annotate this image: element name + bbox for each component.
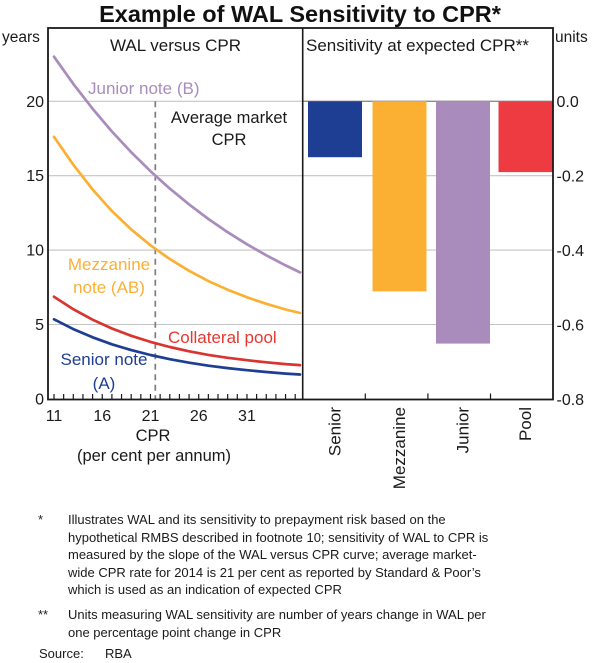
average-market-cpr-line2: CPR — [211, 131, 247, 149]
junior-note-series-label: Junior note (B) — [88, 79, 200, 98]
footnote-1-text: Illustrates WAL and its sensitivity to p… — [68, 512, 489, 598]
bar-mezzanine — [372, 101, 427, 292]
mezzanine-note-series-label: Mezzanine note (AB) — [52, 253, 166, 299]
footnote-1-marker: * — [38, 512, 44, 527]
mezzanine-label-line2: note (AB) — [73, 278, 145, 297]
bar-category-label-mezzanine: Mezzanine — [390, 407, 409, 489]
left-y-tick-label: 20 — [26, 94, 44, 111]
x-tick-label: 11 — [46, 408, 63, 425]
bar-category-label-pool: Pool — [516, 407, 535, 441]
bar-category-label-junior: Junior — [454, 407, 473, 454]
footnote-2-marker: ** — [38, 607, 49, 622]
mezzanine-label-line1: Mezzanine — [67, 255, 151, 274]
chart-canvas: 11 16 21 26 31 0 5 10 15 20 0.0 -0.2 -0.4 -0.6 -0.8 Sen… — [26, 27, 585, 489]
right-y-tick-label: -0.8 — [557, 392, 585, 409]
bar-category-label-senior: Senior — [326, 407, 345, 456]
x-axis-unit-label: (per cent per annum) — [76, 447, 232, 465]
series-line-senior-note-a — [52, 317, 302, 376]
average-market-cpr-line1: Average market — [170, 109, 288, 127]
left-y-tick-label: 0 — [35, 391, 44, 408]
series-line-collateral-pool — [52, 295, 302, 367]
source-label: Source: — [39, 646, 84, 661]
series-line-mezzanine-note-ab — [52, 135, 302, 315]
left-panel-title: WAL versus CPR — [110, 36, 241, 55]
x-tick-label: 16 — [93, 408, 111, 425]
x-tick-label: 26 — [190, 408, 208, 425]
left-y-tick-label: 10 — [26, 243, 44, 260]
plot-border — [47, 27, 554, 401]
right-axis-unit-label: units — [555, 29, 588, 46]
bar-senior — [308, 101, 362, 158]
x-tick-label: 21 — [142, 408, 160, 425]
left-axis-unit-label: years — [2, 29, 40, 46]
left-y-tick-label: 5 — [35, 317, 44, 334]
senior-label-line2: (A) — [92, 374, 116, 393]
source-value: RBA — [105, 646, 132, 661]
right-y-tick-label: -0.6 — [557, 317, 585, 334]
series-line-junior-note-b — [52, 55, 302, 274]
x-axis-label: CPR — [135, 427, 171, 445]
right-y-tick-label: -0.2 — [557, 168, 585, 185]
x-tick-label: 31 — [238, 408, 256, 425]
right-y-tick-label: 0.0 — [557, 94, 579, 111]
right-panel-title: Sensitivity at expected CPR** — [306, 36, 529, 55]
bar-pool — [498, 101, 553, 173]
footnote-2-text: Units measuring WAL sensitivity are numb… — [68, 607, 486, 640]
collateral-pool-series-label: Collateral pool — [168, 328, 277, 347]
bar-junior — [436, 101, 490, 344]
chart-title: Example of WAL Sensitivity to CPR* — [99, 1, 501, 27]
left-y-tick-label: 15 — [26, 168, 44, 185]
senior-note-series-label: Senior note (A) — [48, 348, 160, 396]
right-y-tick-label: -0.4 — [557, 243, 585, 260]
senior-label-line1: Senior note — [60, 350, 148, 369]
average-market-cpr-annotation: Average market CPR — [163, 107, 295, 151]
